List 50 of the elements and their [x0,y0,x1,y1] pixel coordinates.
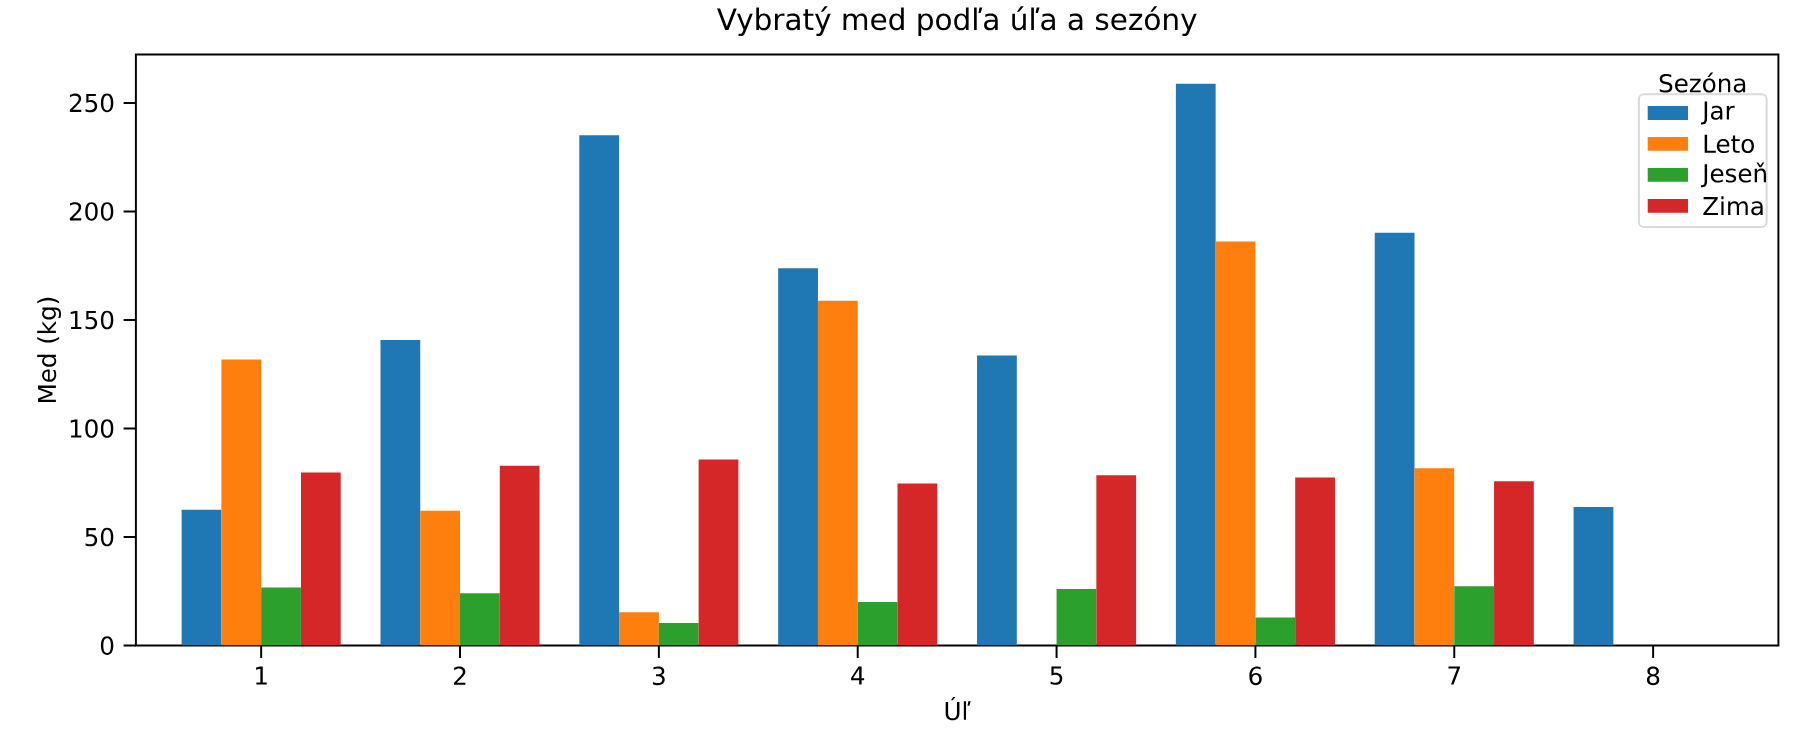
x-tick-label: 5 [1050,666,1063,685]
bar [1454,586,1495,646]
x-tick-label: 6 [1249,666,1262,686]
x-axis-title: Úľ [945,697,971,721]
legend-label: Zima [1703,196,1763,216]
y-tick-label: 150 [70,310,114,330]
y-tick-label: 0 [100,636,114,655]
bar [698,459,739,646]
x-tick-label: 3 [652,666,665,686]
bar [460,593,500,646]
bar [1056,588,1097,646]
bar [658,623,699,646]
bar [1573,507,1614,646]
bar [897,483,938,646]
legend-label: Leto [1704,134,1754,154]
y-tick-label: 50 [85,527,114,547]
bar [1215,241,1256,646]
bar [1295,477,1335,646]
bar [579,135,620,646]
bar [1374,232,1415,646]
bar [1096,475,1137,646]
bar [817,300,858,646]
bar [1414,468,1455,646]
y-tick-label: 250 [69,93,114,113]
x-tick-label: 4 [851,666,865,685]
bar [1255,617,1296,646]
bar [977,355,1017,646]
bar [857,601,898,646]
bar [1494,481,1534,646]
x-tick-label: 2 [454,666,466,685]
x-tick-label: 1 [256,666,267,685]
y-tick-label: 100 [70,419,114,438]
bar [300,472,341,646]
bar [1175,83,1216,646]
bar [420,510,461,646]
bar [221,359,262,646]
bar [380,339,421,646]
x-tick-label: 7 [1448,666,1460,685]
legend-label: Jeseň [1700,162,1766,188]
bar [499,465,540,646]
bar [261,587,301,646]
bar [778,268,818,646]
bar [619,612,659,646]
y-tick-label: 200 [69,202,114,221]
legend-title: Sezóna [1659,72,1746,93]
y-axis-title: Med (kg) [37,297,62,402]
bar [181,509,222,646]
legend-label: Jar [1700,101,1735,125]
x-tick-label: 8 [1646,666,1660,686]
chart-title: Vybratý med podľa úľa a sezóny [717,6,1197,37]
